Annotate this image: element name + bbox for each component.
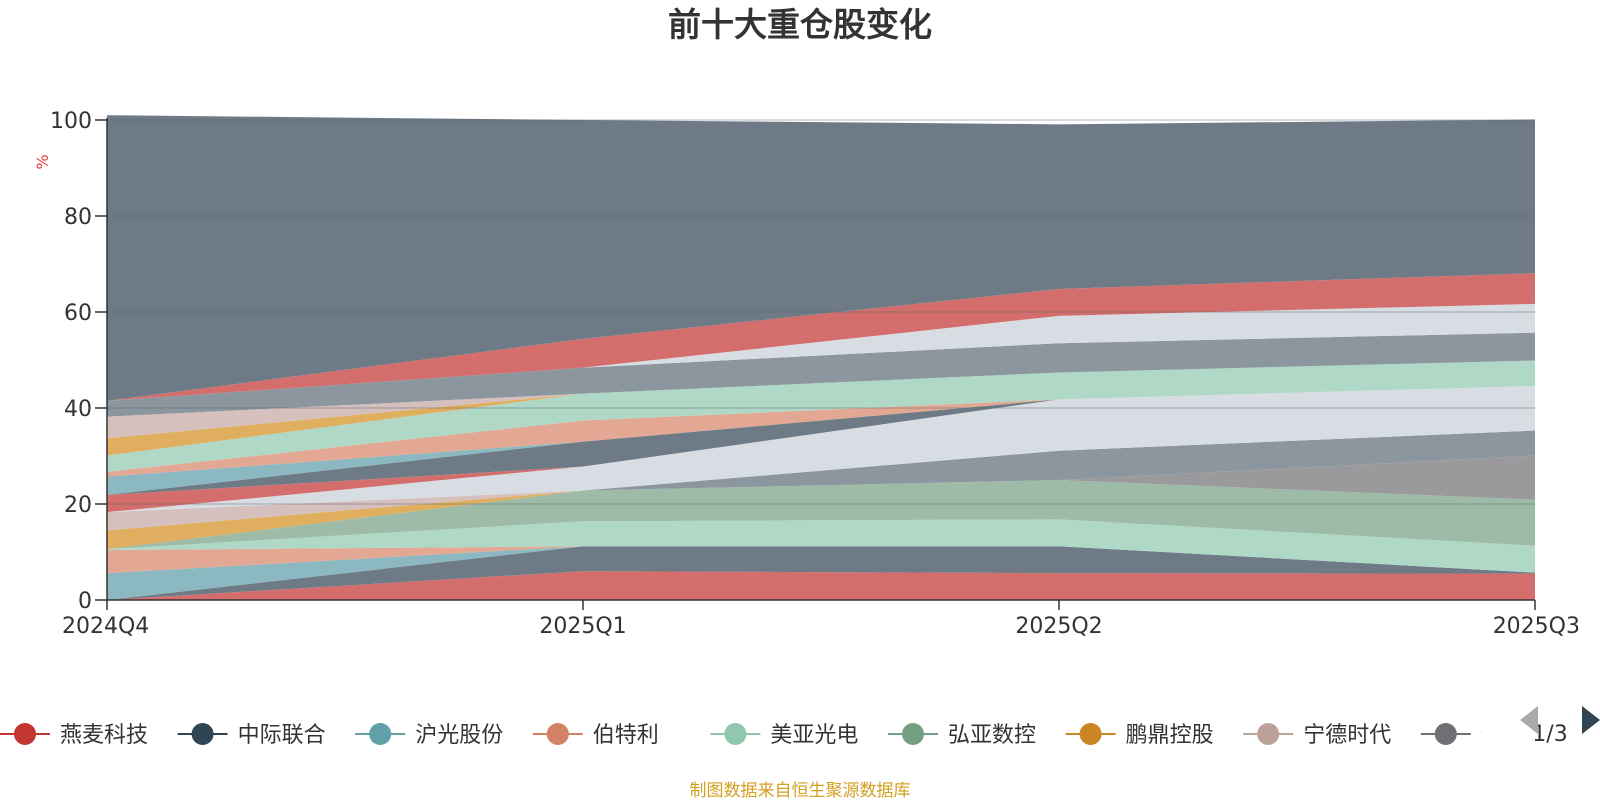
legend-item-4[interactable]: 美亚光电 bbox=[710, 723, 858, 748]
source-note: 制图数据来自恒生聚源数据库 bbox=[690, 781, 911, 800]
y-axis-label: % bbox=[33, 154, 52, 169]
area-series-3 bbox=[107, 546, 1535, 574]
legend-item-3[interactable]: 伯特利 bbox=[532, 723, 659, 748]
area-series-19 bbox=[107, 303, 1535, 401]
legend-marker-icon bbox=[14, 723, 36, 745]
area-series-15 bbox=[107, 360, 1535, 472]
legend-label: 燕麦科技 bbox=[60, 723, 148, 748]
legend-marker-icon bbox=[191, 723, 214, 745]
stacked-areas bbox=[107, 115, 1535, 600]
legend-marker-icon bbox=[902, 723, 924, 745]
legend-marker-icon bbox=[1079, 723, 1102, 745]
legend-item-2[interactable]: 沪光股份 bbox=[355, 723, 503, 748]
legend-prev-arrow-icon[interactable] bbox=[1520, 706, 1538, 734]
axes: 0 20 40 60 80 100 2024Q4 2025Q1 2025Q2 2025Q3 bbox=[50, 109, 1580, 639]
area-series-7 bbox=[107, 480, 1535, 531]
chart-title: 前十大重仓股变化 bbox=[668, 5, 932, 44]
legend-label: 弘亚数控 bbox=[948, 723, 1036, 748]
legend-page-indicator: 1/3 bbox=[1532, 722, 1567, 747]
legend-label: 迪 bbox=[1481, 723, 1503, 748]
area-series-20 bbox=[107, 273, 1535, 401]
x-tick-label-1: 2025Q1 bbox=[539, 614, 626, 639]
area-series-0 bbox=[107, 571, 1535, 600]
legend-label: 伯特利 bbox=[593, 723, 659, 748]
x-tick-label-3: 2025Q3 bbox=[1493, 614, 1580, 639]
legend-items: 燕麦科技 中际联合 沪光股份 伯特利 美亚光电 弘亚数控 鹏鼎控股 宁德时代 迪 bbox=[0, 723, 1503, 748]
area-series-9 bbox=[107, 430, 1535, 513]
legend: 燕麦科技 中际联合 沪光股份 伯特利 美亚光电 弘亚数控 鹏鼎控股 宁德时代 迪 bbox=[0, 723, 1503, 748]
area-series-21 bbox=[107, 115, 1535, 401]
x-tick-label-2: 2025Q2 bbox=[1015, 614, 1102, 639]
legend-item-7[interactable]: 宁德时代 bbox=[1243, 723, 1391, 748]
legend-item-8[interactable]: 迪 bbox=[1420, 723, 1503, 748]
legend-item-1[interactable]: 中际联合 bbox=[177, 723, 326, 748]
legend-item-0[interactable]: 燕麦科技 bbox=[0, 723, 148, 748]
legend-marker-icon bbox=[546, 723, 569, 745]
legend-marker-icon bbox=[1257, 723, 1280, 745]
y-tick-label-100: 100 bbox=[50, 109, 92, 134]
area-series-2 bbox=[107, 546, 1535, 600]
legend-label: 宁德时代 bbox=[1303, 723, 1391, 748]
y-tick-label-20: 20 bbox=[64, 493, 92, 518]
legend-label: 中际联合 bbox=[238, 723, 326, 748]
legend-marker-icon bbox=[724, 723, 747, 745]
area-series-8 bbox=[107, 455, 1535, 513]
legend-label: 鹏鼎控股 bbox=[1126, 723, 1214, 748]
area-series-4 bbox=[107, 519, 1535, 573]
legend-item-6[interactable]: 鹏鼎控股 bbox=[1065, 723, 1214, 748]
legend-marker-icon bbox=[1434, 723, 1457, 745]
y-tick-label-60: 60 bbox=[64, 301, 92, 326]
area-series-10 bbox=[107, 385, 1535, 513]
legend-label: 沪光股份 bbox=[415, 723, 503, 748]
y-tick-label-40: 40 bbox=[64, 397, 92, 422]
legend-marker-icon bbox=[369, 723, 392, 745]
legend-item-5[interactable]: 弘亚数控 bbox=[888, 723, 1036, 748]
area-series-18 bbox=[107, 332, 1535, 417]
x-tick-label-0: 2024Q4 bbox=[62, 614, 149, 639]
area-series-12 bbox=[107, 385, 1535, 495]
y-tick-label-0: 0 bbox=[78, 589, 92, 614]
legend-label: 美亚光电 bbox=[770, 723, 858, 748]
y-tick-label-80: 80 bbox=[64, 205, 92, 230]
area-series-5 bbox=[107, 480, 1535, 550]
legend-next-arrow-icon[interactable] bbox=[1582, 706, 1600, 734]
